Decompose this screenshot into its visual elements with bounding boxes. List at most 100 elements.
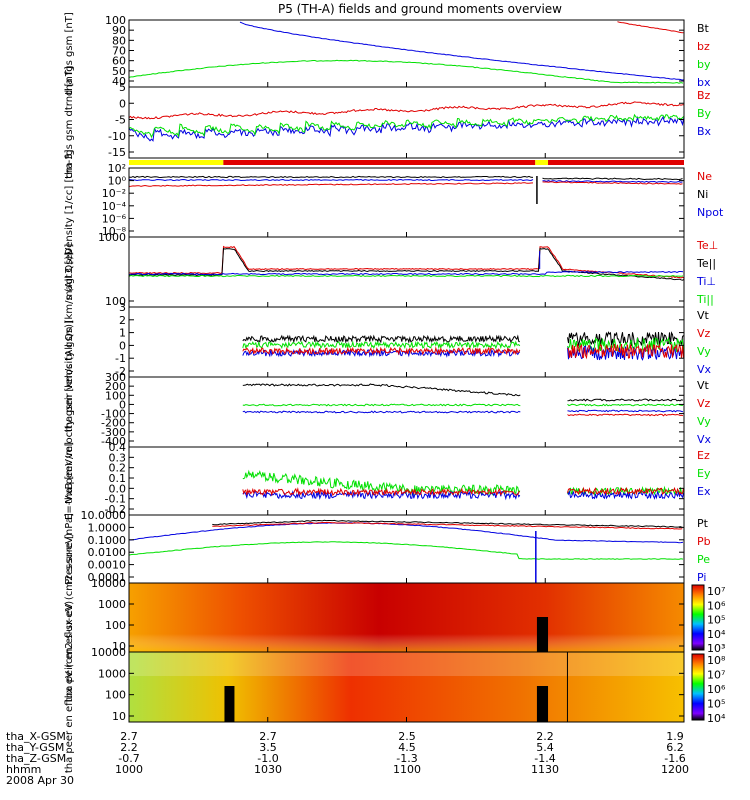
tick-z-gsm: -1.3 bbox=[396, 752, 417, 765]
y-tick-label: 10⁰ bbox=[108, 175, 127, 188]
y-tick-label: 0.0100 bbox=[88, 546, 127, 559]
tick-x-gsm: 2.5 bbox=[398, 730, 416, 743]
legend-entry: Ti|| bbox=[696, 293, 714, 306]
y-tick-label: 60 bbox=[112, 55, 126, 68]
tick-hhmm: 1030 bbox=[254, 763, 282, 776]
y-axis-label: Density [1/cc] [cm-3] bbox=[64, 149, 75, 255]
y-axis-label: tha peir en eflux eV (cm2-s-sr-eV) bbox=[64, 533, 75, 702]
y-tick-label: -400 bbox=[101, 435, 126, 448]
y-tick-label: 90 bbox=[112, 24, 126, 37]
legend-entry: Vt bbox=[697, 309, 710, 322]
y-tick-label: 40 bbox=[112, 75, 126, 88]
y-tick-label: -200 bbox=[101, 417, 126, 430]
y-tick-label: -5 bbox=[115, 114, 126, 127]
y-tick-label: 1 bbox=[119, 327, 126, 340]
y-axis-label: E=-VxB [mV/m] bbox=[64, 442, 75, 520]
legend-entry: Vt bbox=[697, 379, 710, 392]
date-label: 2008 Apr 30 bbox=[6, 774, 74, 787]
legend-entry: Ez bbox=[697, 449, 710, 462]
y-tick-label: 0.4 bbox=[109, 441, 127, 454]
colorbar-tick-label: 10⁴ bbox=[707, 712, 726, 725]
legend-entry: By bbox=[697, 107, 712, 120]
tick-z-gsm: -1.4 bbox=[534, 752, 555, 765]
y-tick-label: -0.2 bbox=[105, 503, 126, 516]
y-tick-label: 10 bbox=[112, 640, 126, 653]
y-axis-label: magt3 [eV] bbox=[64, 244, 75, 301]
series-Npot-line bbox=[129, 178, 534, 182]
legend-entry: Ni bbox=[697, 188, 708, 201]
legend-entry: bz bbox=[697, 40, 710, 53]
series-Ti-perp-line bbox=[129, 270, 684, 276]
series-Vt-line bbox=[567, 331, 684, 347]
series-bx-line bbox=[239, 21, 684, 81]
y-tick-label: -15 bbox=[108, 146, 126, 159]
y-tick-label: 0 bbox=[119, 398, 126, 411]
y-tick-label: 0 bbox=[119, 339, 126, 352]
tick-hhmm: 1130 bbox=[531, 763, 559, 776]
colorbar-tick-label: 10⁷ bbox=[707, 669, 725, 682]
y-tick-label: 2 bbox=[119, 314, 126, 327]
series-Ni-line bbox=[129, 175, 534, 179]
series-Vt-line bbox=[242, 334, 520, 344]
series-Ex-line bbox=[242, 489, 521, 501]
series-Vy-line bbox=[242, 340, 521, 350]
tick-z-gsm: -1.6 bbox=[664, 752, 685, 765]
tick-hhmm: 1200 bbox=[661, 763, 689, 776]
tick-y-gsm: 3.5 bbox=[259, 741, 277, 754]
tick-z-gsm: -1.0 bbox=[257, 752, 278, 765]
legend-entry: Bz bbox=[697, 89, 711, 102]
y-tick-label: 0 bbox=[119, 97, 126, 110]
x-axis-row-label-x: tha_X-GSM bbox=[6, 730, 66, 743]
series-Ti-par-line bbox=[129, 274, 684, 278]
y-tick-label: 300 bbox=[105, 371, 126, 384]
colorbar-tick-label: 10⁷ bbox=[707, 585, 725, 598]
series-Vx-line bbox=[242, 410, 521, 414]
y-tick-label: 200 bbox=[105, 380, 126, 393]
peer-spectrogram-heatmap bbox=[129, 652, 684, 722]
series-Pb-line bbox=[212, 521, 683, 530]
series-by-line bbox=[129, 59, 684, 84]
tick-y-gsm: 5.4 bbox=[536, 741, 554, 754]
y-tick-label: 1000 bbox=[98, 598, 126, 611]
y-tick-label: 0.0 bbox=[109, 482, 127, 495]
colorbar-tick-label: 10⁴ bbox=[707, 628, 726, 641]
legend-entry: Vy bbox=[697, 345, 711, 358]
mode-bar-fast bbox=[548, 160, 684, 165]
y-tick-label: 0.3 bbox=[109, 451, 127, 464]
legend-entry: Vz bbox=[697, 397, 711, 410]
y-tick-label: 100 bbox=[105, 295, 126, 308]
y-axis-label: tha fgs gsm dtrnd [nT] bbox=[64, 66, 75, 179]
legend-entry: Pe bbox=[697, 553, 710, 566]
y-tick-label: -0.1 bbox=[105, 493, 126, 506]
y-tick-label: 10⁻² bbox=[102, 187, 126, 200]
y-axis-label: tha peer velocity gsm [km/s (All Qs)] bbox=[64, 320, 75, 504]
series-bz-line bbox=[617, 21, 684, 34]
y-tick-label: 10² bbox=[108, 162, 126, 175]
series-Ey-line bbox=[242, 469, 521, 496]
series-Bz-line bbox=[129, 101, 684, 120]
panel-frame bbox=[128, 19, 685, 88]
series-Pt-line bbox=[212, 519, 683, 528]
y-tick-label: 70 bbox=[112, 45, 126, 58]
y-tick-label: 0.0001 bbox=[88, 571, 127, 584]
series-Vx-line bbox=[567, 409, 684, 413]
colorbar-tick-label: 10³ bbox=[707, 642, 725, 655]
y-axis-label: Pressure [nPa] bbox=[64, 513, 75, 585]
panels-layer bbox=[129, 160, 684, 722]
tick-y-gsm: 6.2 bbox=[666, 741, 684, 754]
tick-x-gsm: 2.7 bbox=[259, 730, 277, 743]
legend-entry: Vz bbox=[697, 327, 711, 340]
series-Vt-line bbox=[242, 383, 521, 397]
series-Vz-line bbox=[567, 343, 684, 360]
peir-data-gap bbox=[536, 617, 549, 652]
legend-entry: by bbox=[697, 58, 711, 71]
legend-entry: Pi bbox=[697, 571, 706, 584]
legend-entry: Ti⊥ bbox=[696, 275, 716, 288]
y-tick-label: 100 bbox=[105, 689, 126, 702]
y-tick-label: 0.1 bbox=[109, 472, 127, 485]
y-axis-label: tha peir velocity gsm [km/s (All Qs)] bbox=[64, 252, 75, 433]
colorbar-tick-label: 10⁶ bbox=[707, 599, 726, 612]
series-Ex-line bbox=[567, 489, 684, 500]
y-tick-label: -100 bbox=[101, 408, 126, 421]
